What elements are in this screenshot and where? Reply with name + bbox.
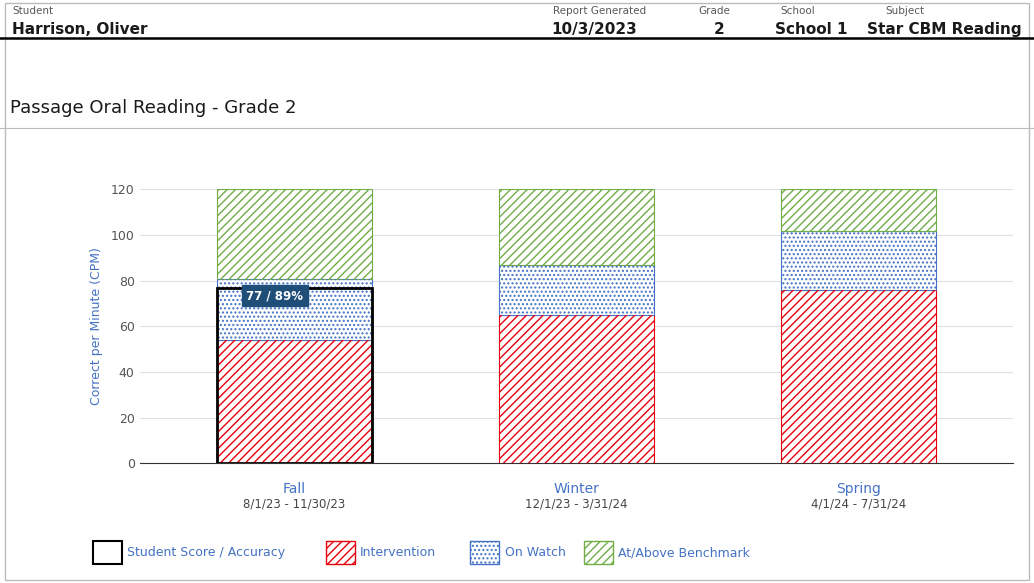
Bar	[499, 265, 653, 315]
Text: Winter: Winter	[553, 482, 600, 496]
Bar	[781, 231, 936, 290]
Bar	[781, 189, 936, 231]
Bar	[781, 189, 936, 231]
Text: Subject: Subject	[885, 6, 924, 16]
Text: Harrison, Oliver: Harrison, Oliver	[12, 22, 148, 37]
Bar	[781, 231, 936, 290]
Text: 77 / 89%: 77 / 89%	[246, 289, 303, 302]
Text: Student: Student	[12, 6, 54, 16]
Text: Grade: Grade	[698, 6, 730, 16]
Text: Passage Oral Reading - Grade 2: Passage Oral Reading - Grade 2	[10, 99, 297, 117]
Bar	[217, 340, 372, 463]
Bar	[217, 340, 372, 463]
Bar	[217, 287, 372, 463]
Text: 10/3/2023: 10/3/2023	[552, 22, 637, 37]
Text: 2: 2	[713, 22, 724, 37]
Bar	[217, 189, 372, 279]
Bar	[499, 315, 653, 463]
Bar	[217, 279, 372, 340]
Text: School: School	[781, 6, 816, 16]
Y-axis label: Correct per Minute (CPM): Correct per Minute (CPM)	[90, 248, 102, 405]
Text: Star CBM Reading: Star CBM Reading	[866, 22, 1022, 37]
Text: At/Above Benchmark: At/Above Benchmark	[618, 546, 751, 559]
Bar	[217, 189, 372, 279]
Text: Fall: Fall	[283, 482, 306, 496]
Text: Report Generated: Report Generated	[553, 6, 646, 16]
Bar	[781, 290, 936, 463]
Text: 12/1/23 - 3/31/24: 12/1/23 - 3/31/24	[525, 498, 628, 511]
Bar	[499, 315, 653, 463]
Text: 4/1/24 - 7/31/24: 4/1/24 - 7/31/24	[811, 498, 906, 511]
Bar	[499, 189, 653, 265]
Text: Student Score / Accuracy: Student Score / Accuracy	[127, 546, 285, 559]
Text: School 1: School 1	[776, 22, 848, 37]
Text: Spring: Spring	[835, 482, 881, 496]
Bar	[499, 265, 653, 315]
Text: Intervention: Intervention	[360, 546, 436, 559]
Text: 8/1/23 - 11/30/23: 8/1/23 - 11/30/23	[243, 498, 345, 511]
Bar	[781, 290, 936, 463]
Bar	[499, 189, 653, 265]
Text: On Watch: On Watch	[505, 546, 566, 559]
Bar	[217, 279, 372, 340]
